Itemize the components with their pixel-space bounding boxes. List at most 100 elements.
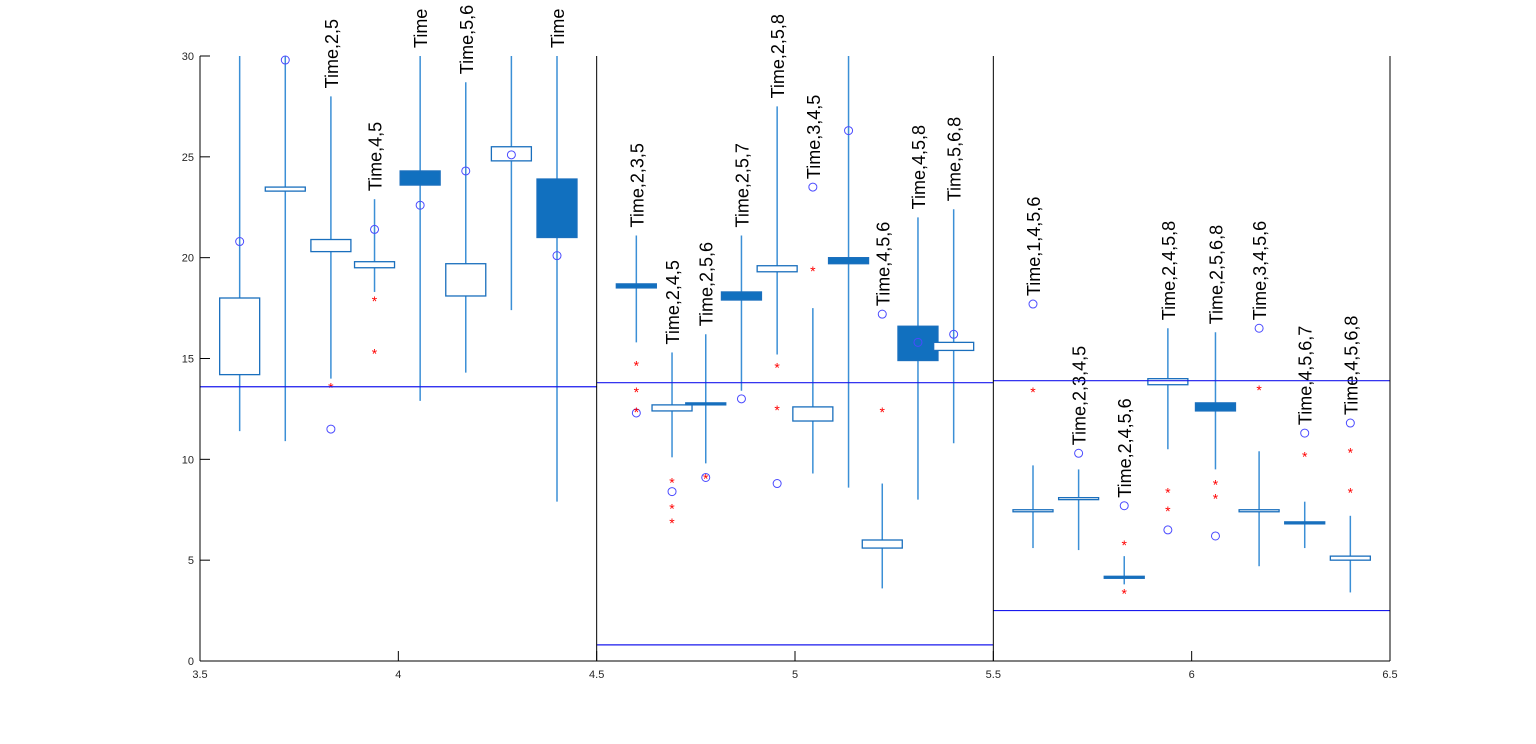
box-label: Time,3,4,5,6 [1250,221,1270,320]
box-group: * * Time,2,4,5,6 [1103,398,1145,601]
mean-circle-marker [1119,501,1129,511]
outlier-star-marker: * [1213,491,1219,507]
box-label: Time [411,9,431,48]
x-tick-label: 3.5 [192,669,207,681]
box [490,146,533,162]
box-group [219,56,261,432]
box-label: Time,1,4,5,6 [1024,197,1044,296]
y-tick-label: 0 [188,656,194,668]
outlier-star-marker: * [634,404,640,420]
x-tick-label: 6 [1189,669,1195,681]
box-label: Time,4,5 [366,122,386,191]
box-group: * Time,3,4,5 [792,95,834,474]
mean-circle-marker [415,200,425,210]
box [933,341,975,352]
mean-circle-marker [370,224,380,234]
box-group: * * Time,4,5 [353,122,396,361]
box-group: Time,4,5,8 [897,125,939,500]
outlier-star-marker: * [1122,585,1128,601]
box [720,291,763,301]
mean-circle-marker [877,309,887,319]
outlier-star-marker: * [328,380,334,396]
axes: 0 5 10 15 20 25 30 3.5 4 4.5 5 5.5 6 6.5 [182,51,1398,681]
outlier-star-marker: * [634,384,640,400]
outlier-star-marker: * [1256,382,1262,398]
x-tick-label: 5.5 [986,669,1001,681]
box-group: Time,5,6,8 [933,117,975,444]
box-group: ***Time,2,4,5 [651,260,693,531]
box [756,265,798,273]
box-label: Time,4,5,6 [873,222,893,306]
mean-circle-marker [1163,525,1173,535]
box-label: Time,2,4,5 [663,260,683,344]
box-label: Time,2,5 [322,19,342,88]
outlier-star-marker: * [634,358,640,374]
box-label: Time,3,4,5 [804,95,824,179]
mean-circle-marker [1028,299,1038,309]
outlier-star-marker: * [1348,485,1354,501]
box-group: Time [399,9,441,401]
outlier-star-marker: * [774,360,780,376]
box [310,238,352,253]
outlier-star-marker: * [810,263,816,279]
box-group: * Time,3,4,5,6 [1238,221,1280,567]
mean-circle-marker [1254,323,1264,333]
mean-circle-marker [736,394,746,404]
box [1147,378,1189,386]
x-tick-label: 4 [395,669,401,681]
mean-circle-marker [552,251,562,261]
box [827,257,870,265]
box-group: Time,2,3,4,5 [1057,346,1100,551]
outlier-star-marker: * [703,470,709,486]
box-group: * * Time,2,5,8 [756,14,798,489]
outlier-star-marker: * [372,293,378,309]
box-label: Time,2,5,8 [768,14,788,98]
outlier-star-marker: * [774,402,780,418]
box [651,404,693,412]
outlier-star-marker: * [1348,444,1354,460]
box-group: Time,2,5,7 [720,143,763,404]
box [897,325,939,362]
outlier-star-marker: * [372,345,378,361]
box [792,406,834,422]
box-group: ** Time,2,5,6,8 [1194,225,1237,541]
mean-circle-marker [506,150,516,160]
box-group: * Time,2,5 [310,19,352,434]
outlier-star-marker: * [669,515,675,531]
box [1012,509,1054,513]
box-group [490,56,533,311]
box-label: Time,2,4,5,8 [1159,221,1179,320]
mean-circle-marker [1074,448,1084,458]
mean-circle-marker [808,182,818,192]
outlier-star-marker: * [1302,448,1308,464]
box-label: Time,5,6 [457,5,477,74]
box [219,297,261,376]
mean-circle-marker [949,329,959,339]
box-label: Time,4,5,8 [909,125,929,209]
box-label: Time,2,5,7 [732,143,752,227]
box-label: Time [548,9,568,48]
outlier-star-marker: * [1030,384,1036,400]
box [1194,402,1237,412]
box [399,170,441,186]
box-group [827,56,870,488]
box-group: * Time,2,5,6 [685,242,727,486]
mean-circle-marker [844,126,854,136]
box-group [264,55,306,442]
box [264,186,306,192]
box-label: Time,2,5,6,8 [1206,225,1226,324]
outlier-star-marker: * [1165,503,1171,519]
outlier-star-marker: * [1122,537,1128,553]
box-label: Time,2,3,4,5 [1070,346,1090,445]
y-tick-label: 5 [188,555,194,567]
outlier-star-marker: * [669,475,675,491]
mean-circle-marker [235,237,245,247]
outlier-star-marker: * [880,404,886,420]
x-tick-label: 6.5 [1382,669,1397,681]
box [685,402,727,406]
box-label: Time,2,5,6 [697,242,717,326]
box-group: Time,5,6 [445,5,487,373]
y-tick-label: 15 [182,354,194,366]
box-group: * * Time,2,4,5,8 [1147,221,1189,535]
box [353,261,396,269]
